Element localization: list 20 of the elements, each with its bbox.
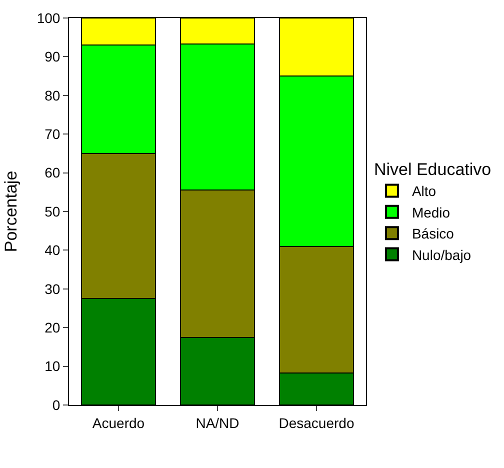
legend-label: Nulo/bajo <box>412 246 472 263</box>
y-axis-title: Porcentaje <box>1 170 20 252</box>
legend-label: Alto <box>412 183 436 200</box>
y-tick-label: 80 <box>44 87 60 104</box>
legend-label: Medio <box>412 204 450 220</box>
y-tick-label: 100 <box>36 10 60 26</box>
x-tick-label: Acuerdo <box>92 414 145 431</box>
y-tick-label: 20 <box>44 320 60 336</box>
y-tick-label: 40 <box>44 242 60 258</box>
y-tick-label: 30 <box>44 280 60 297</box>
y-tick-label: 10 <box>44 358 60 374</box>
x-tick-label: Desacuerdo <box>278 414 354 431</box>
legend-label: Básico <box>412 226 454 242</box>
legend-title: Nivel Educativo <box>374 160 492 180</box>
y-tick-label: 70 <box>44 126 60 142</box>
y-tick-label: 50 <box>44 203 60 220</box>
y-tick-label: 60 <box>44 164 60 181</box>
y-tick-label: 90 <box>44 48 60 65</box>
y-tick-label: 0 <box>52 396 60 413</box>
x-tick-label: NA/ND <box>196 414 240 431</box>
